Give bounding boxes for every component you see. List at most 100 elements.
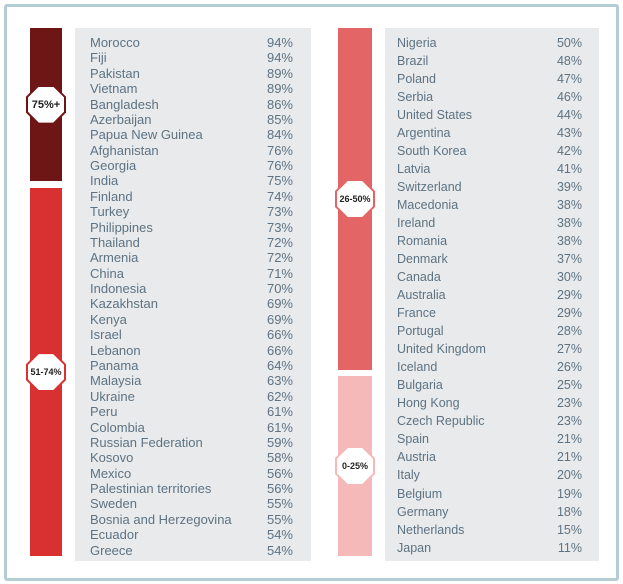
group-badge: 75%+ (28, 86, 64, 123)
percent-value: 66% (266, 327, 293, 343)
country-name: Palestinian territories (90, 481, 212, 497)
percent-value: 54% (266, 527, 293, 543)
table-row: Bosnia and Herzegovina 55% (90, 512, 293, 527)
country-name: Australia (397, 288, 446, 303)
table-row: Philippines 73% (90, 220, 293, 235)
table-row: Brazil 48% (397, 54, 582, 69)
country-name: Ireland (397, 216, 436, 231)
percent-value: 85% (266, 111, 293, 127)
percent-value: 47% (556, 72, 582, 87)
country-name: Ecuador (90, 527, 139, 543)
percent-value: 94% (266, 50, 293, 66)
table-row: Kenya 69% (90, 312, 293, 327)
percent-value: 41% (556, 162, 582, 177)
table-row: Thailand 72% (90, 235, 293, 250)
country-name: Nigeria (397, 36, 437, 50)
table-row: China 71% (90, 266, 293, 281)
percent-value: 94% (266, 35, 293, 50)
table-row: Serbia 46% (397, 90, 582, 105)
country-name: Argentina (397, 126, 451, 141)
table-row: Romania 38% (397, 234, 582, 249)
country-name: Macedonia (397, 198, 459, 213)
table-row: Czech Republic 23% (397, 414, 582, 429)
percent-value: 48% (556, 54, 582, 69)
table-row: Argentina 43% (397, 126, 582, 141)
percent-value: 23% (556, 414, 582, 429)
percent-value: 29% (556, 288, 582, 303)
percent-value: 76% (266, 142, 293, 158)
percent-value: 61% (266, 404, 293, 420)
country-name: Poland (397, 72, 436, 87)
group-badge: 26-50% (337, 181, 373, 217)
percent-value: 50% (556, 36, 582, 50)
percent-value: 55% (266, 511, 293, 527)
country-name: Switzerland (397, 180, 462, 195)
table-row: Bulgaria 25% (397, 378, 582, 393)
table-row: Lebanon 66% (90, 343, 293, 358)
country-name: Malaysia (90, 373, 142, 389)
country-name: Turkey (90, 204, 130, 220)
table-row: Afghanistan 76% (90, 143, 293, 158)
country-name: Azerbaijan (90, 111, 152, 127)
percent-value: 84% (266, 127, 293, 143)
country-name: Georgia (90, 158, 137, 174)
country-name: Greece (90, 542, 133, 558)
table-row: Palestinian territories 56% (90, 481, 293, 496)
table-row: Netherlands 15% (397, 523, 582, 538)
country-name: Denmark (397, 252, 448, 267)
percent-value: 72% (266, 250, 293, 266)
table-row: Morocco 94% (90, 35, 293, 50)
country-name: Portugal (397, 324, 444, 339)
country-name: Canada (397, 270, 441, 285)
country-name: Afghanistan (90, 142, 159, 158)
right-list-panel (385, 28, 599, 561)
table-row: Ireland 38% (397, 216, 582, 231)
table-row: United Kingdom 27% (397, 342, 582, 357)
country-name: Thailand (90, 234, 140, 250)
table-row: Finland 74% (90, 189, 293, 204)
percent-value: 56% (266, 481, 293, 497)
country-name: Italy (397, 468, 420, 483)
percent-value: 54% (266, 542, 293, 558)
group-badge: 51-74% (28, 354, 64, 391)
country-name: Lebanon (90, 342, 141, 358)
country-name: Germany (397, 504, 449, 519)
table-row: Kosovo 58% (90, 450, 293, 465)
table-row: Denmark 37% (397, 252, 582, 267)
percent-value: 26% (556, 360, 582, 375)
percent-value: 63% (266, 373, 293, 389)
table-row: Mexico 56% (90, 466, 293, 481)
table-row: Vietnam 89% (90, 81, 293, 96)
table-row: South Korea 42% (397, 144, 582, 159)
percent-value: 27% (556, 342, 582, 357)
country-name: Bangladesh (90, 96, 159, 112)
table-row: Panama 64% (90, 358, 293, 373)
table-row: Malaysia 63% (90, 373, 293, 388)
table-row: Latvia 41% (397, 162, 582, 177)
table-row: Azerbaijan 85% (90, 112, 293, 127)
table-row: Peru 61% (90, 404, 293, 419)
country-name: United Kingdom (397, 342, 486, 357)
country-name: Panama (90, 357, 139, 373)
percent-value: 89% (266, 65, 293, 81)
country-name: South Korea (397, 144, 467, 159)
country-name: Bosnia and Herzegovina (90, 511, 232, 527)
percent-value: 58% (266, 450, 293, 466)
table-row: Canada 30% (397, 270, 582, 285)
percent-value: 74% (266, 188, 293, 204)
country-name: Fiji (90, 50, 107, 66)
country-name: Kenya (90, 311, 127, 327)
country-name: Morocco (90, 35, 140, 50)
table-row: Papua New Guinea 84% (90, 127, 293, 142)
percent-value: 69% (266, 311, 293, 327)
country-name: Vietnam (90, 81, 138, 97)
country-name: Israel (90, 327, 122, 343)
table-row: Nigeria 50% (397, 36, 582, 51)
country-name: Latvia (397, 162, 431, 177)
country-name: China (90, 265, 124, 281)
table-row: France 29% (397, 306, 582, 321)
table-row: Kazakhstan 69% (90, 296, 293, 311)
country-name: France (397, 306, 436, 321)
percent-value: 59% (266, 434, 293, 450)
percent-value: 23% (556, 396, 582, 411)
